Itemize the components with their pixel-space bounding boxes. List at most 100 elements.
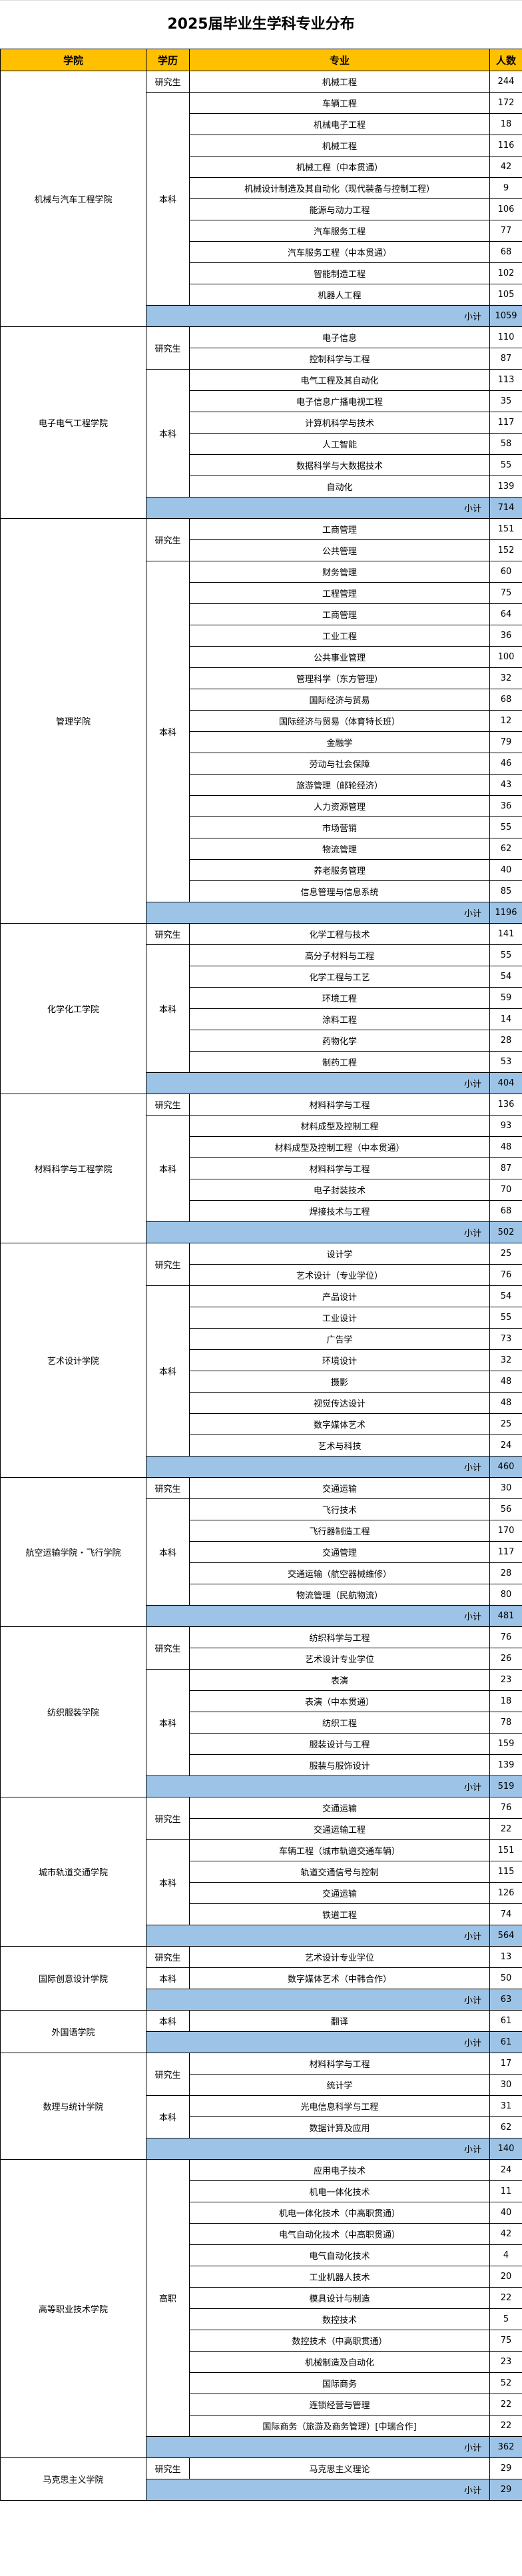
student-count: 24 <box>489 1435 522 1456</box>
student-count: 29 <box>489 2457 522 2479</box>
major-name: 表演 <box>189 1669 490 1691</box>
major-name: 金融学 <box>189 731 490 753</box>
degree-level: 本科 <box>146 944 190 1073</box>
student-count: 139 <box>489 1754 522 1776</box>
college-name: 外国语学院 <box>0 2010 146 2053</box>
major-name: 纺织科学与工程 <box>189 1626 490 1648</box>
table-row: 摄影 48 <box>1 1371 522 1393</box>
subtotal-label: 小计 <box>146 2138 490 2160</box>
major-name: 公共事业管理 <box>189 646 490 668</box>
major-name: 马克思主义理论 <box>189 2457 490 2479</box>
subtotal-label: 小计 <box>146 1989 490 2011</box>
student-count: 55 <box>489 816 522 838</box>
college-name: 纺织服装学院 <box>0 1626 146 1797</box>
subtotal-label: 小计 <box>146 497 490 519</box>
student-count: 24 <box>489 2159 522 2181</box>
major-name: 环境工程 <box>189 987 490 1009</box>
major-name: 焊接技术与工程 <box>189 1200 490 1222</box>
subtotal-row: 小计 481 <box>1 1605 522 1627</box>
student-count: 30 <box>489 1477 522 1499</box>
major-name: 国际商务 <box>189 2372 490 2394</box>
major-name: 材料成型及控制工程（中本贯通） <box>189 1136 490 1158</box>
subtotal-label: 小计 <box>146 1605 490 1627</box>
student-count: 54 <box>489 966 522 988</box>
subtotal-row: 小计 1059 <box>1 305 522 327</box>
student-count: 76 <box>489 1626 522 1648</box>
student-count: 59 <box>489 987 522 1009</box>
major-name: 数控技术（中高职贯通） <box>189 2330 490 2352</box>
table-row: 数据科学与大数据技术 55 <box>1 454 522 476</box>
subtotal-value: 502 <box>489 1221 522 1243</box>
table-row: 市场营销 55 <box>1 816 522 838</box>
college-name: 马克思主义学院 <box>0 2457 146 2501</box>
college-name: 城市轨道交通学院 <box>0 1797 146 1947</box>
degree-level: 本科 <box>146 92 190 306</box>
major-name: 电气自动化技术（中高职贯通） <box>189 2223 490 2245</box>
major-name: 电气工程及其自动化 <box>189 369 490 391</box>
major-name: 人工智能 <box>189 433 490 455</box>
student-count: 25 <box>489 1243 522 1265</box>
student-count: 75 <box>489 582 522 604</box>
major-name: 机械设计制造及其自动化（现代装备与控制工程） <box>189 177 490 199</box>
student-count: 23 <box>489 2351 522 2373</box>
degree-level: 本科 <box>146 1669 190 1776</box>
student-count: 55 <box>489 944 522 966</box>
major-name: 国际商务（旅游及商务管理）[中瑞合作] <box>189 2415 490 2437</box>
table-row: 国际创意设计学院 研究生 艺术设计专业学位 13 <box>0 1946 522 2011</box>
table-row: 机械设计制造及其自动化（现代装备与控制工程） 9 <box>1 177 522 199</box>
college-name: 材料科学与工程学院 <box>0 1094 146 1243</box>
major-name: 交通管理 <box>189 1541 490 1563</box>
subtotal-value: 61 <box>489 2031 522 2053</box>
table-row: 智能制造工程 102 <box>1 262 522 284</box>
major-name: 财务管理 <box>189 561 490 583</box>
table-row: 航空运输学院・飞行学院 研究生 交通运输 30 <box>0 1477 522 1627</box>
table-row: 数控技术 5 <box>1 2308 522 2330</box>
table-row: 机电一体化技术 11 <box>1 2180 522 2202</box>
student-count: 28 <box>489 1030 522 1052</box>
degree-level: 本科 <box>146 561 190 902</box>
major-name: 统计学 <box>189 2074 490 2096</box>
major-name: 工商管理 <box>189 518 490 540</box>
major-name: 公共管理 <box>189 539 490 561</box>
student-count: 159 <box>489 1733 522 1755</box>
student-count: 110 <box>489 326 522 348</box>
major-name: 机械制造及自动化 <box>189 2351 490 2373</box>
major-name: 交通运输（航空器械维修） <box>189 1562 490 1584</box>
major-name: 模具设计与制造 <box>189 2287 490 2309</box>
subtotal-row: 小计 362 <box>1 2436 522 2458</box>
subtotal-row: 小计 29 <box>1 2479 522 2501</box>
table-row: 劳动与社会保障 46 <box>1 753 522 775</box>
major-name: 交通运输工程 <box>189 1818 490 1840</box>
table-row: 交通运输 126 <box>1 1882 522 1904</box>
major-name: 涂料工程 <box>189 1008 490 1030</box>
table-row: 材料科学与工程 87 <box>1 1157 522 1179</box>
table-row: 数理与统计学院 研究生 材料科学与工程 17 <box>0 2053 522 2160</box>
student-count: 46 <box>489 753 522 775</box>
table-row: 表演（中本贯通） 18 <box>1 1690 522 1712</box>
major-name: 工业工程 <box>189 625 490 647</box>
student-count: 80 <box>489 1584 522 1606</box>
student-count: 55 <box>489 1307 522 1329</box>
college-name: 数理与统计学院 <box>0 2053 146 2160</box>
major-name: 机电一体化技术（中高职贯通） <box>189 2202 490 2224</box>
student-count: 48 <box>489 1392 522 1414</box>
student-count: 13 <box>489 1946 522 1968</box>
major-name: 交通运输 <box>189 1797 490 1819</box>
table-row: 信息管理与信息系统 85 <box>1 880 522 902</box>
college-name: 艺术设计学院 <box>0 1243 146 1478</box>
table-row: 环境设计 32 <box>1 1349 522 1371</box>
major-name: 数字媒体艺术 <box>189 1413 490 1435</box>
subtotal-row: 小计 404 <box>1 1072 522 1094</box>
student-count: 17 <box>489 2053 522 2075</box>
major-name: 交通运输 <box>189 1477 490 1499</box>
subtotal-row: 小计 63 <box>1 1989 522 2011</box>
student-count: 22 <box>489 1818 522 1840</box>
major-name: 管理科学（东方管理） <box>189 667 490 689</box>
major-name: 视觉传达设计 <box>189 1392 490 1414</box>
major-name: 工程管理 <box>189 582 490 604</box>
student-count: 20 <box>489 2266 522 2288</box>
student-count: 22 <box>489 2415 522 2437</box>
table-row: 纺织工程 78 <box>1 1712 522 1734</box>
subtotal-row: 小计 502 <box>1 1221 522 1243</box>
table-row: 本科 车辆工程 172 <box>1 92 522 306</box>
